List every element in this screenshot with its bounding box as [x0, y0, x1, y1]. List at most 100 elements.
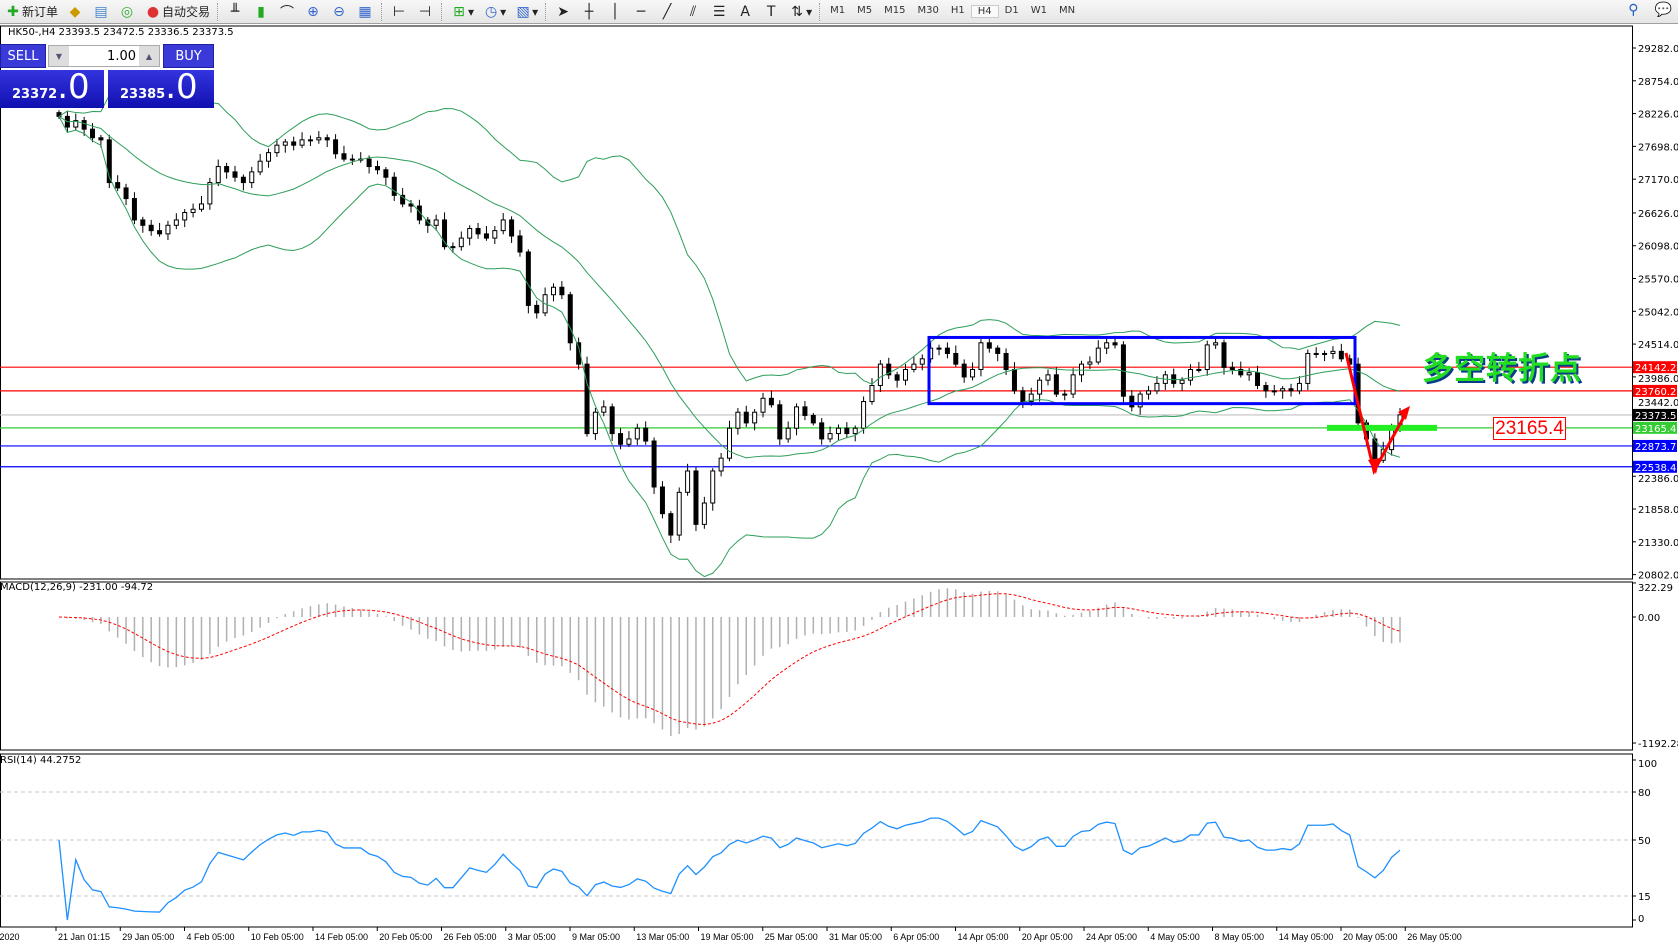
chart-shift-button[interactable]: ⊢ — [386, 1, 412, 23]
candle-body — [1146, 390, 1152, 395]
candle-body — [869, 385, 875, 403]
candle-body — [693, 470, 699, 525]
line-chart-button[interactable]: ⌒ — [274, 1, 300, 23]
lot-decrease-button[interactable]: ▼ — [49, 46, 69, 66]
cursor-button[interactable]: ➤ — [550, 1, 576, 23]
fibonacci-button[interactable]: ☰ — [706, 1, 732, 23]
price-tick-label: 27698.0 — [1638, 142, 1678, 153]
rsi-tick-label: 15 — [1638, 892, 1651, 903]
candle-body — [416, 205, 422, 221]
timeframe-h4[interactable]: H4 — [970, 5, 999, 18]
crosshair-button[interactable]: ┼ — [576, 1, 602, 23]
chart-area[interactable]: 29282.0 28754.0 28226.0 27698.0 27170.0 26626… — [0, 25, 1678, 946]
price-line-label: 22538.4 — [1635, 463, 1676, 474]
price-line-label-bg — [1633, 408, 1677, 421]
trendline-button[interactable]: ╱ — [654, 1, 680, 23]
bar-chart-button[interactable]: ╨ — [222, 1, 248, 23]
candlestick-button[interactable]: ▮ — [248, 1, 274, 23]
sell-price[interactable]: 23372.0 — [0, 70, 104, 108]
buy-button[interactable]: BUY — [163, 44, 214, 68]
candle-body — [450, 246, 456, 249]
reversal-arrow — [1344, 352, 1407, 476]
timeframe-h1[interactable]: H1 — [950, 5, 965, 16]
timeframe-mn[interactable]: MN — [1058, 5, 1076, 16]
candle-body — [475, 228, 481, 235]
periods-button[interactable]: ◷ ▾ — [478, 1, 510, 23]
candle-body — [525, 251, 531, 306]
auto-trading-button[interactable]: ● 自动交易 — [140, 1, 214, 23]
market-watch-button[interactable]: ◆ — [62, 1, 88, 23]
macd-signal-line — [58, 593, 1401, 726]
toolbar: ✚ 新订单 ◆ ▤ ◎ ● 自动交易 ╨ ▮ ⌒ ⊕ ⊖ ▦ ⊢ ⊣ ⊞ ▾ ◷ ▾ ▧… — [0, 0, 1678, 24]
templates-icon: ▧ — [516, 3, 530, 20]
search-icon[interactable]: ⚲ — [1628, 2, 1639, 18]
candle-body — [651, 440, 657, 488]
candle-body — [90, 128, 96, 139]
candle-body — [668, 513, 674, 536]
horizontal-line-button[interactable]: ─ — [628, 1, 654, 23]
price-annotation-label[interactable]: 23165.4 — [1493, 417, 1566, 440]
indicators-button[interactable]: ⊞ ▾ — [446, 1, 478, 23]
candle-body — [827, 433, 833, 440]
candle-body — [710, 470, 716, 504]
macd-tick-label: -1192.28 — [1638, 739, 1678, 750]
new-order-button[interactable]: ✚ 新订单 — [0, 1, 62, 23]
candle-body — [810, 414, 816, 424]
autoscroll-button[interactable]: ⊣ — [412, 1, 438, 23]
candle-body — [366, 158, 372, 168]
candle-body — [1330, 350, 1336, 354]
macd-tick-label: 322.29 — [1638, 583, 1673, 594]
chat-icon[interactable]: 💬 — [1654, 2, 1672, 18]
candle-body — [659, 486, 665, 515]
vertical-line-button[interactable]: │ — [602, 1, 628, 23]
timeframe-m30[interactable]: M30 — [917, 5, 939, 16]
candle-body — [509, 219, 515, 237]
tile-windows-button[interactable]: ▦ — [352, 1, 378, 23]
buy-price[interactable]: 23385.0 — [108, 70, 214, 108]
timeframe-d1[interactable]: D1 — [1004, 5, 1019, 16]
candle-body — [601, 406, 607, 413]
horizontal-line-icon: ─ — [636, 3, 646, 20]
navigator-button[interactable]: ▤ — [88, 1, 114, 23]
text-button[interactable]: A — [732, 1, 758, 23]
timeframe-m1[interactable]: M1 — [830, 5, 846, 16]
signals-button[interactable]: ◎ — [114, 1, 140, 23]
equidistant-channel-button[interactable]: ⫽ — [680, 1, 706, 23]
templates-button[interactable]: ▧ ▾ — [510, 1, 542, 23]
lot-stepper: ▼ ▲ — [48, 45, 160, 67]
price-tick-label: 24514.0 — [1638, 340, 1678, 351]
time-tick-label: 14 Feb 05:00 — [315, 932, 368, 942]
timeframe-m5[interactable]: M5 — [857, 5, 873, 16]
arrows-button[interactable]: ⇅ ▾ — [784, 1, 816, 23]
reversal-arrow-head — [1368, 458, 1380, 474]
zoom-out-button[interactable]: ⊖ — [326, 1, 352, 23]
candle-body — [1179, 379, 1185, 384]
candle-body — [1187, 368, 1193, 381]
reversal-arrow-head — [1398, 406, 1410, 420]
bollinger-upper — [58, 83, 1401, 385]
time-tick-label: 26 May 05:00 — [1407, 932, 1462, 942]
macd-tick-label: 0.00 — [1638, 613, 1660, 624]
price-tick-label: 25042.0 — [1638, 307, 1678, 318]
bollinger-lower — [58, 116, 1401, 578]
candle-body — [886, 363, 892, 376]
lot-input[interactable] — [69, 46, 139, 66]
timeframe-w1[interactable]: W1 — [1030, 5, 1047, 16]
timeframe-m15[interactable]: M15 — [884, 5, 906, 16]
candle-body — [1045, 374, 1051, 381]
zoom-in-button[interactable]: ⊕ — [300, 1, 326, 23]
time-tick-label: 14 May 05:00 — [1279, 932, 1334, 942]
time-tick-label: 19 Mar 05:00 — [701, 932, 754, 942]
text-label-button[interactable]: T — [758, 1, 784, 23]
price-tick-label: 26098.0 — [1638, 242, 1678, 253]
lot-increase-button[interactable]: ▲ — [139, 46, 159, 66]
turning-point-annotation[interactable]: 多空转折点 — [1422, 351, 1582, 387]
price-line-label: 24142.2 — [1635, 363, 1676, 374]
candle-body — [861, 401, 867, 429]
time-tick-label: 20 Apr 05:00 — [1022, 932, 1073, 942]
candle-body — [819, 422, 825, 440]
vertical-line-icon: │ — [610, 3, 620, 20]
sell-button[interactable]: SELL — [0, 44, 46, 68]
candle-body — [442, 219, 448, 248]
candle-body — [316, 137, 322, 141]
